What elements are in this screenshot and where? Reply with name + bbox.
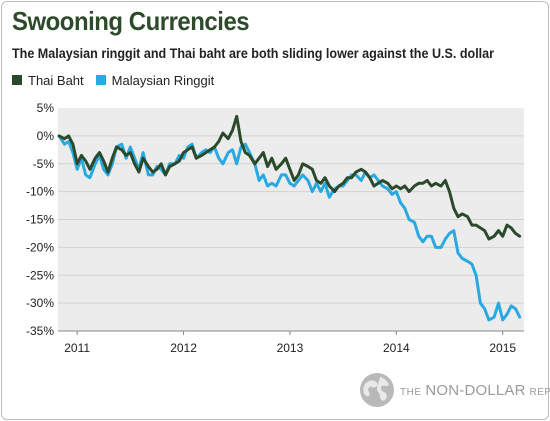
series-line-thai-baht	[57, 114, 522, 241]
y-tick-label: -35%	[26, 324, 54, 338]
x-tick-label: 2015	[489, 341, 516, 355]
globe-icon	[360, 373, 394, 407]
x-tick-label: 2014	[383, 341, 410, 355]
x-tick-label: 2011	[64, 341, 90, 355]
y-tick-label: -20%	[26, 240, 54, 254]
y-tick-label: -15%	[26, 213, 54, 227]
y-tick-label: 0%	[37, 129, 55, 143]
brand-suffix: REPORT	[529, 386, 550, 398]
x-tick-label: 2012	[170, 341, 197, 355]
y-tick-label: -5%	[33, 157, 55, 171]
brand-prefix: THE	[400, 386, 422, 398]
brand-logo: THE NON-DOLLAR REPORT	[358, 370, 550, 410]
brand-text: THE NON-DOLLAR REPORT	[400, 382, 550, 399]
legend-swatch-thai-baht	[12, 75, 22, 85]
brand-name: NON-DOLLAR	[425, 381, 526, 399]
y-tick-label: -25%	[26, 268, 54, 282]
chart-legend: Thai Baht Malaysian Ringgit	[12, 72, 226, 88]
y-tick-label: -30%	[26, 296, 54, 310]
legend-item-thai-baht: Thai Baht	[12, 73, 84, 88]
chart-subtitle: The Malaysian ringgit and Thai baht are …	[12, 46, 495, 61]
legend-swatch-malaysian-ringgit	[95, 75, 106, 85]
y-tick-label: 5%	[37, 101, 55, 115]
x-tick-label: 2013	[277, 341, 304, 355]
chart-title: Swooning Currencies	[12, 6, 250, 36]
legend-label-thai-baht: Thai Baht	[28, 72, 84, 88]
series-line-malaysian-ringgit	[57, 134, 522, 322]
legend-item-malaysian-ringgit: Malaysian Ringgit	[95, 72, 215, 88]
y-tick-label: -10%	[26, 185, 54, 199]
legend-label-malaysian-ringgit: Malaysian Ringgit	[111, 72, 215, 88]
